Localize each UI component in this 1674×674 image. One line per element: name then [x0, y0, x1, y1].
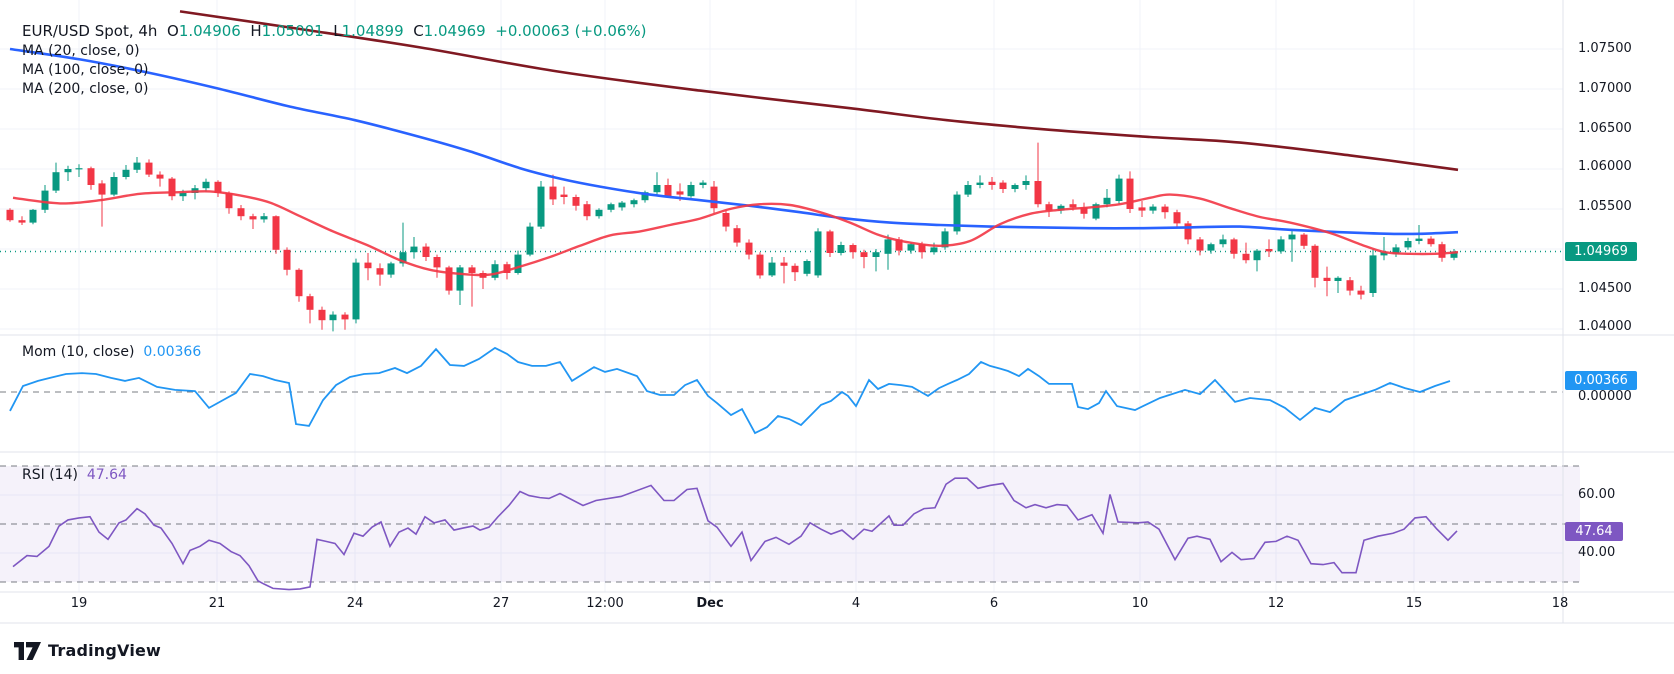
- candlestick-series: [6, 142, 1458, 332]
- ma200-line[interactable]: [179, 10, 1459, 172]
- symbol-title: EUR/USD Spot, 4h: [22, 22, 158, 40]
- momentum-axis-label: 0.00000: [1578, 389, 1632, 404]
- price-axis-label: 1.05500: [1578, 199, 1632, 214]
- rsi-line[interactable]: [12, 477, 1458, 591]
- tradingview-logo-text: TradingView: [48, 641, 162, 660]
- rsi-band: [0, 466, 1580, 582]
- momentum-line[interactable]: [9, 346, 1451, 435]
- ma100-line[interactable]: [9, 47, 1459, 236]
- time-axis-label: 10: [1131, 596, 1149, 611]
- rsi-value-badge: 47.64: [1565, 521, 1623, 541]
- low-label: L: [333, 22, 342, 40]
- high-value: 1.05001: [261, 22, 324, 40]
- legend-ma200[interactable]: MA (200, close, 0): [22, 81, 149, 97]
- open-label: O: [167, 22, 179, 40]
- price-axis-label: 1.07000: [1578, 81, 1632, 96]
- time-axis-label: 12: [1267, 596, 1285, 611]
- rsi-value: 47.64: [86, 467, 127, 483]
- momentum-value-badge: 0.00366: [1565, 370, 1637, 390]
- time-axis-label: 19: [70, 596, 88, 611]
- open-value: 1.04906: [178, 22, 241, 40]
- time-axis-label: 6: [989, 596, 999, 611]
- tradingview-attribution[interactable]: TradingView: [14, 641, 161, 660]
- time-axis-label: 18: [1551, 596, 1569, 611]
- time-axis-label: 12:00: [586, 596, 624, 611]
- price-chart-canvas[interactable]: [0, 0, 1674, 640]
- price-axis-label: 1.07500: [1578, 41, 1632, 56]
- close-label: C: [413, 22, 424, 40]
- current-price-badge: 1.04969: [1565, 241, 1637, 261]
- change-value: +0.00063 (+0.06%): [495, 22, 647, 40]
- ma20-line[interactable]: [12, 190, 1459, 277]
- price-axis-label: 1.06500: [1578, 121, 1632, 136]
- rsi-label: RSI (14): [22, 467, 78, 483]
- time-axis-label: 4: [851, 596, 861, 611]
- rsi-axis-label: 40.00: [1578, 545, 1616, 560]
- close-value: 1.04969: [423, 22, 486, 40]
- rsi-axis-label: 60.00: [1578, 487, 1616, 502]
- time-axis-label: 27: [492, 596, 510, 611]
- low-value: 1.04899: [341, 22, 404, 40]
- momentum-value: 0.00366: [143, 344, 202, 360]
- price-axis-label: 1.04000: [1578, 319, 1632, 334]
- momentum-pane-label[interactable]: Mom (10, close) 0.00366: [22, 344, 201, 360]
- time-axis-label: Dec: [696, 596, 724, 611]
- time-axis-label: 24: [346, 596, 364, 611]
- high-label: H: [250, 22, 262, 40]
- rsi-pane-label[interactable]: RSI (14) 47.64: [22, 467, 127, 483]
- time-axis-label: 21: [208, 596, 226, 611]
- tradingview-logo-icon: [14, 641, 41, 660]
- legend-ma100[interactable]: MA (100, close, 0): [22, 62, 149, 78]
- legend-ma20[interactable]: MA (20, close, 0): [22, 43, 140, 59]
- time-axis-label: 15: [1405, 596, 1423, 611]
- momentum-label: Mom (10, close): [22, 344, 135, 360]
- symbol-header[interactable]: EUR/USD Spot, 4h O1.04906 H1.05001 L1.04…: [22, 22, 647, 40]
- price-axis-label: 1.04500: [1578, 281, 1632, 296]
- price-axis-label: 1.06000: [1578, 159, 1632, 174]
